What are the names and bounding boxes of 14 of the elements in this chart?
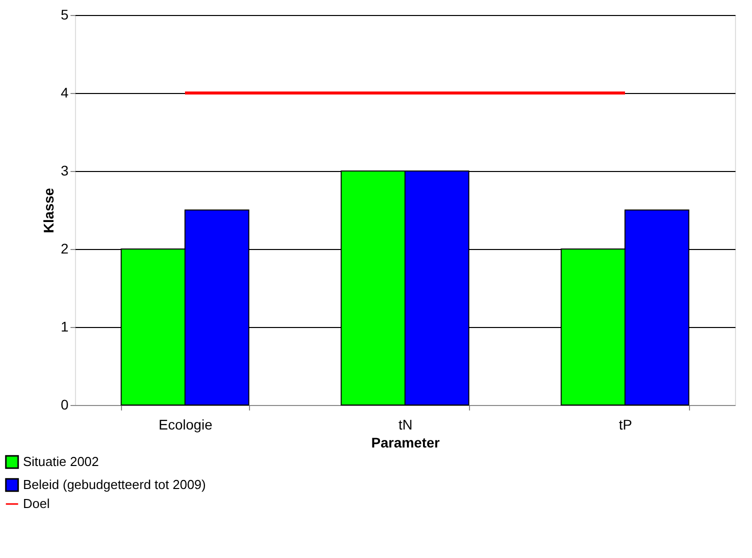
y-tick-label: 2	[60, 240, 69, 256]
legend-label: Situatie 2002	[23, 454, 99, 469]
legend-label: Doel	[23, 496, 50, 511]
y-tick-label: 4	[60, 84, 69, 100]
y-tick-label: 3	[60, 162, 69, 178]
x-tick-label: tP	[618, 416, 632, 432]
legend-label: Beleid (gebudgetteerd tot 2009)	[23, 477, 206, 492]
y-tick-label: 1	[60, 318, 69, 334]
x-tick-label: Ecologie	[158, 416, 213, 432]
x-tick-label: tN	[398, 416, 412, 432]
y-tick-label: 5	[60, 6, 69, 22]
x-axis-title: Parameter	[371, 434, 440, 450]
y-tick-label: 0	[60, 396, 69, 412]
y-axis-title: Klasse	[40, 188, 57, 234]
